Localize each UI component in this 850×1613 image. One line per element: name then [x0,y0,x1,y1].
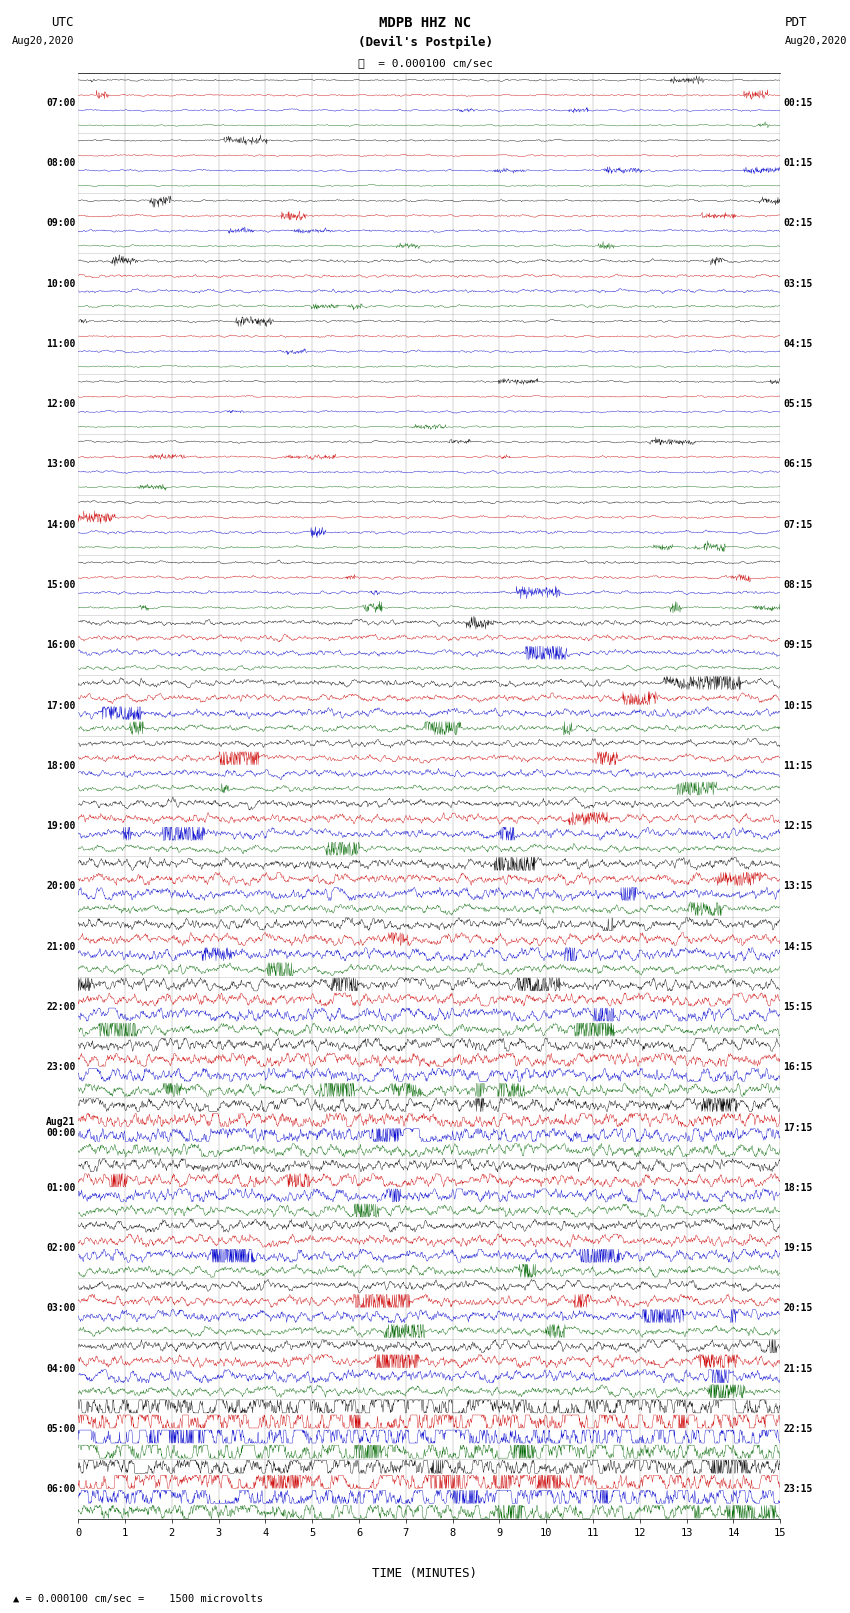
Text: 02:15: 02:15 [783,218,813,229]
Text: Aug20,2020: Aug20,2020 [11,37,74,47]
Text: 16:00: 16:00 [46,640,76,650]
Text: 16:15: 16:15 [783,1063,813,1073]
Text: 01:15: 01:15 [783,158,813,168]
Text: MDPB HHZ NC: MDPB HHZ NC [379,16,471,31]
Text: Aug21
00:00: Aug21 00:00 [46,1116,76,1139]
Text: 17:00: 17:00 [46,700,76,711]
Text: 19:15: 19:15 [783,1244,813,1253]
Text: 03:00: 03:00 [46,1303,76,1313]
Text: 21:15: 21:15 [783,1363,813,1374]
Text: 10:15: 10:15 [783,700,813,711]
Text: 23:15: 23:15 [783,1484,813,1494]
Text: 22:00: 22:00 [46,1002,76,1011]
Text: 09:00: 09:00 [46,218,76,229]
Text: 21:00: 21:00 [46,942,76,952]
Text: 00:15: 00:15 [783,98,813,108]
Text: ▲ = 0.000100 cm/sec =    1500 microvolts: ▲ = 0.000100 cm/sec = 1500 microvolts [13,1594,263,1603]
Text: 10:00: 10:00 [46,279,76,289]
Text: 14:00: 14:00 [46,519,76,529]
Text: 12:00: 12:00 [46,398,76,410]
Text: 13:15: 13:15 [783,881,813,892]
Text: ⎹  = 0.000100 cm/sec: ⎹ = 0.000100 cm/sec [358,58,492,68]
Text: 02:00: 02:00 [46,1244,76,1253]
Text: 22:15: 22:15 [783,1424,813,1434]
Text: 15:00: 15:00 [46,581,76,590]
Text: UTC: UTC [52,16,74,29]
Text: 12:15: 12:15 [783,821,813,831]
Text: 03:15: 03:15 [783,279,813,289]
Text: 06:15: 06:15 [783,460,813,469]
Text: 04:00: 04:00 [46,1363,76,1374]
Text: 11:00: 11:00 [46,339,76,348]
Text: 05:00: 05:00 [46,1424,76,1434]
Text: (Devil's Postpile): (Devil's Postpile) [358,37,492,50]
Text: 20:15: 20:15 [783,1303,813,1313]
Text: 11:15: 11:15 [783,761,813,771]
Text: 06:00: 06:00 [46,1484,76,1494]
Text: 18:15: 18:15 [783,1182,813,1194]
Text: PDT: PDT [785,16,807,29]
Text: 13:00: 13:00 [46,460,76,469]
Text: 01:00: 01:00 [46,1182,76,1194]
Text: 14:15: 14:15 [783,942,813,952]
Text: 17:15: 17:15 [783,1123,813,1132]
Text: TIME (MINUTES): TIME (MINUTES) [372,1568,478,1581]
Text: 19:00: 19:00 [46,821,76,831]
Text: 09:15: 09:15 [783,640,813,650]
Text: 04:15: 04:15 [783,339,813,348]
Text: 08:00: 08:00 [46,158,76,168]
Text: 07:00: 07:00 [46,98,76,108]
Text: Aug20,2020: Aug20,2020 [785,37,847,47]
Text: 07:15: 07:15 [783,519,813,529]
Text: 18:00: 18:00 [46,761,76,771]
Text: 20:00: 20:00 [46,881,76,892]
Text: 15:15: 15:15 [783,1002,813,1011]
Text: 08:15: 08:15 [783,581,813,590]
Text: 05:15: 05:15 [783,398,813,410]
Text: 23:00: 23:00 [46,1063,76,1073]
